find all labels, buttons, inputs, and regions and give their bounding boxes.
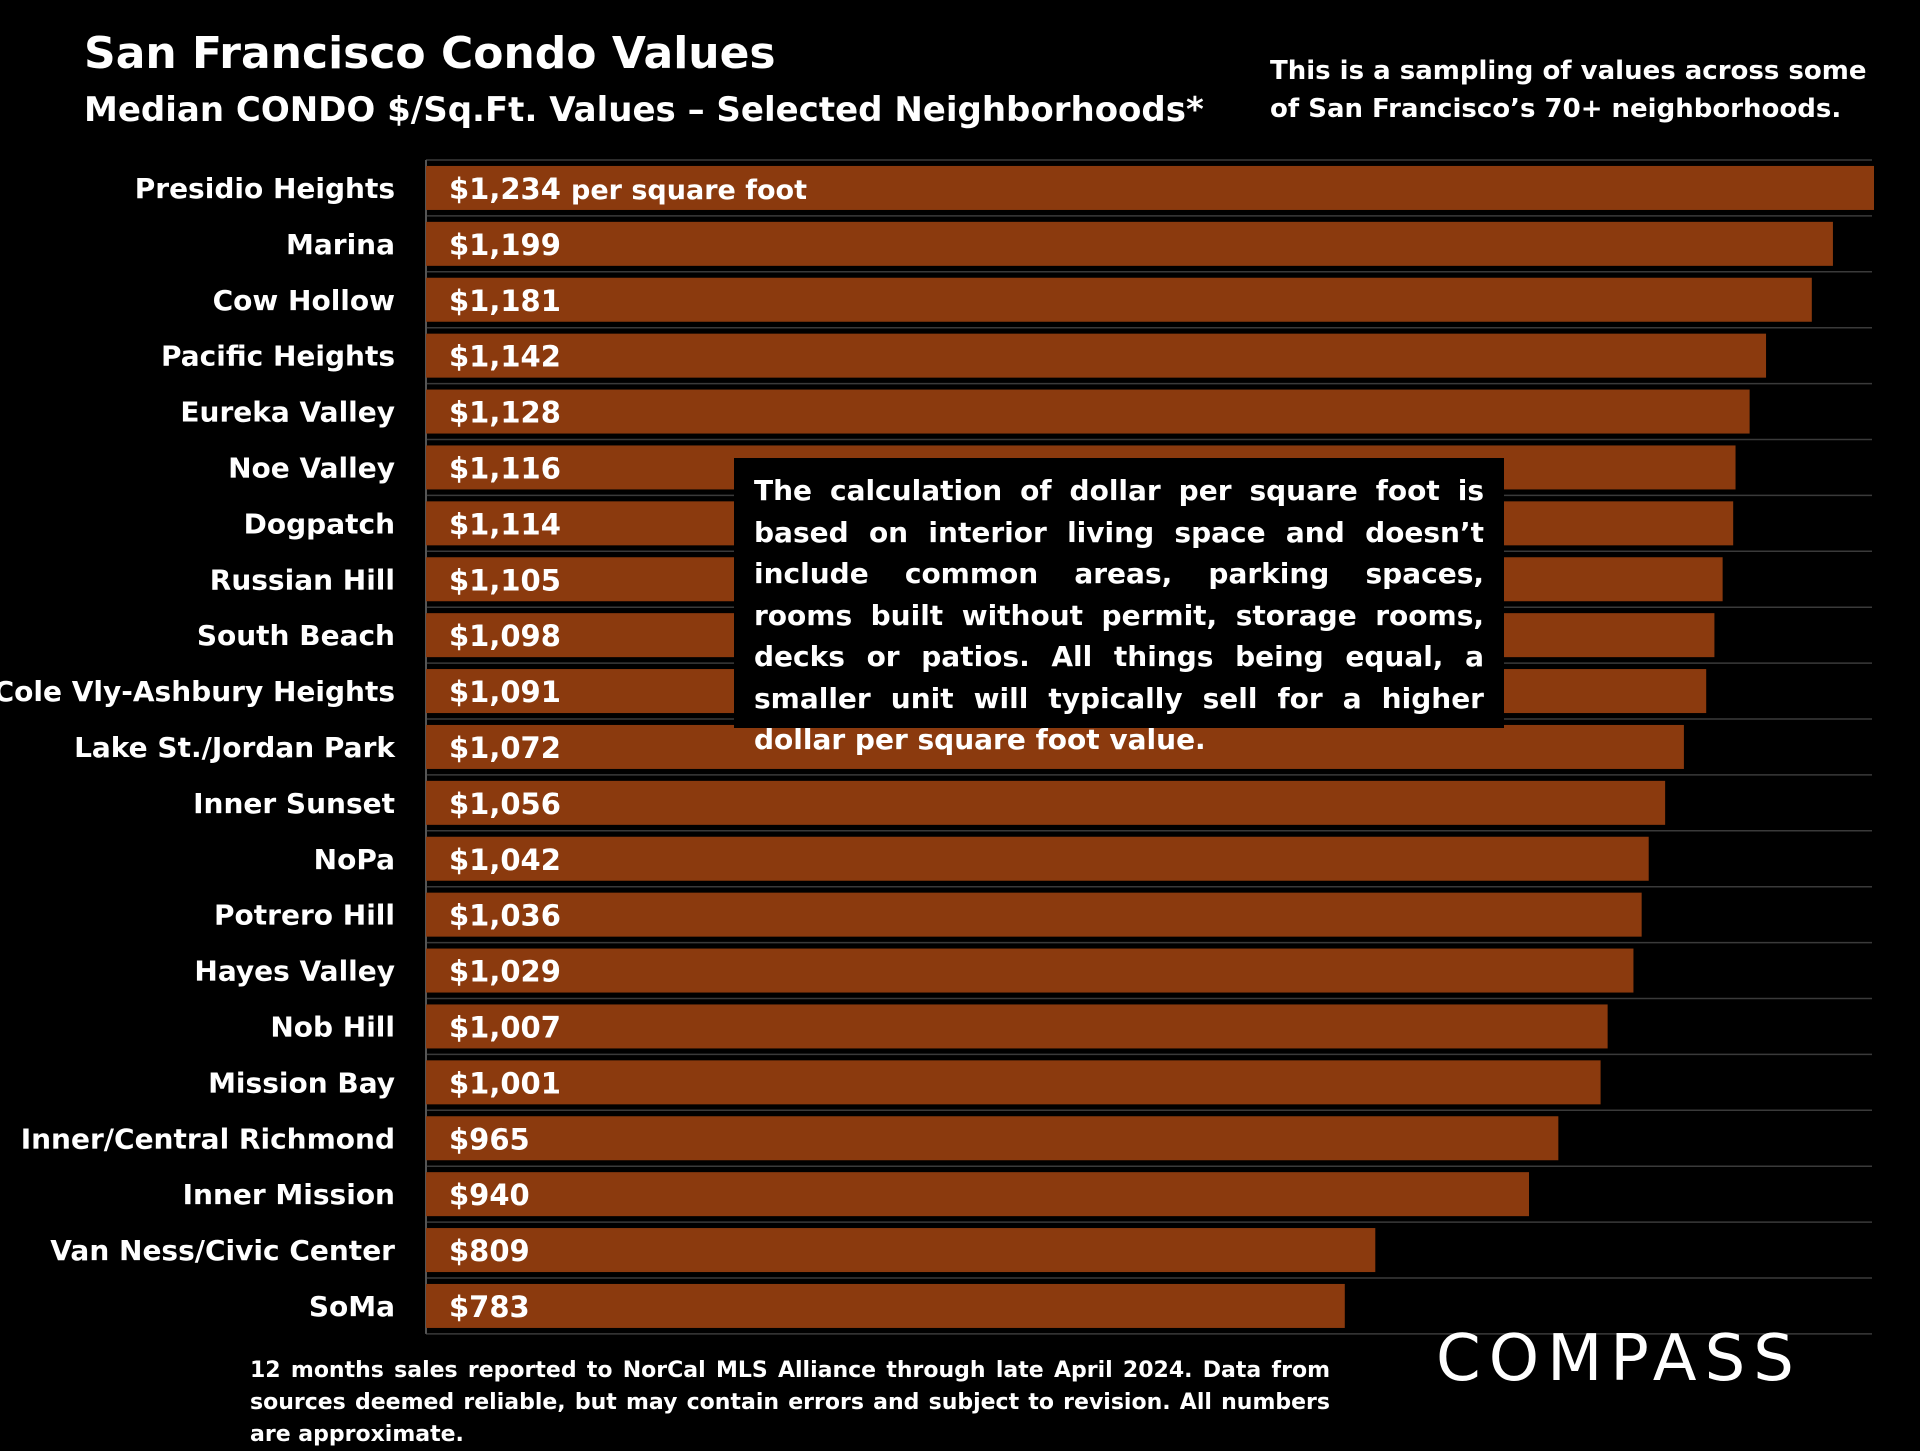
chart-subtitle: Median CONDO $/Sq.Ft. Values – Selected … [84, 90, 1204, 130]
bar [426, 1228, 1376, 1273]
category-label: Eureka Valley [180, 396, 395, 429]
category-label: Noe Valley [228, 451, 395, 484]
category-label: Lake St./Jordan Park [74, 731, 396, 764]
value-label: $1,234 [449, 172, 561, 206]
category-label: NoPa [314, 843, 395, 876]
category-label: Cole Vly-Ashbury Heights [0, 675, 395, 708]
value-label: $1,114 [449, 507, 561, 541]
category-label: Marina [286, 228, 395, 261]
category-label: SoMa [309, 1290, 395, 1323]
bar [426, 724, 1684, 769]
bar-chart: Presidio Heights $1,234 per square foot Mar… [0, 159, 1874, 1335]
category-label: Pacific Heights [161, 340, 395, 373]
bar [426, 1116, 1559, 1161]
value-label: $1,199 [449, 228, 561, 262]
value-label: $1,105 [449, 563, 561, 597]
value-label: $1,036 [449, 899, 561, 933]
bar [426, 1172, 1530, 1217]
category-label: Potrero Hill [214, 899, 395, 932]
bar [426, 165, 1874, 210]
sampling-note: This is a sampling of values across some… [1270, 56, 1867, 124]
category-label: Dogpatch [244, 507, 395, 540]
bar [426, 221, 1833, 266]
value-label: $1,072 [449, 731, 561, 765]
bar [426, 1283, 1345, 1328]
category-label: Presidio Heights [135, 172, 395, 205]
source-footnote: 12 months sales reported to NorCal MLS A… [250, 1358, 1330, 1447]
value-label: $940 [449, 1178, 530, 1212]
category-label: Van Ness/Civic Center [50, 1234, 395, 1267]
value-label: $1,181 [449, 284, 561, 318]
category-label: Inner Sunset [193, 787, 395, 820]
value-label: $1,056 [449, 787, 561, 821]
value-label: $809 [449, 1234, 530, 1268]
bar [426, 948, 1634, 993]
value-label: $1,142 [449, 340, 561, 374]
bar [426, 1004, 1608, 1049]
category-label: Nob Hill [270, 1010, 395, 1043]
value-label: $1,001 [449, 1066, 561, 1100]
bar [426, 780, 1666, 825]
value-label: $1,116 [449, 451, 561, 485]
category-label: Cow Hollow [213, 284, 395, 317]
unit-label: per square foot [571, 175, 807, 206]
chart-title: San Francisco Condo Values [84, 28, 776, 79]
bar [426, 1060, 1601, 1105]
bar [426, 277, 1812, 322]
category-label: Hayes Valley [194, 955, 395, 988]
value-label: $1,007 [449, 1010, 561, 1044]
value-label: $783 [449, 1290, 530, 1324]
value-label: $1,098 [449, 619, 561, 653]
compass-logo: COMPASS [1436, 1322, 1802, 1396]
calculation-callout: The calculation of dollar per square foo… [734, 458, 1504, 756]
bar [426, 836, 1649, 881]
category-label: Inner Mission [183, 1178, 395, 1211]
value-label: $965 [449, 1122, 530, 1156]
category-label: Mission Bay [208, 1066, 395, 1099]
bar [426, 892, 1642, 937]
bar [426, 333, 1767, 378]
value-label: $1,091 [449, 675, 561, 709]
category-label: Russian Hill [210, 563, 395, 596]
category-label: Inner/Central Richmond [21, 1122, 395, 1155]
value-label: $1,042 [449, 843, 561, 877]
value-label: $1,128 [449, 396, 561, 430]
value-label: $1,029 [449, 955, 561, 989]
category-label: South Beach [197, 619, 395, 652]
bar [426, 389, 1750, 434]
